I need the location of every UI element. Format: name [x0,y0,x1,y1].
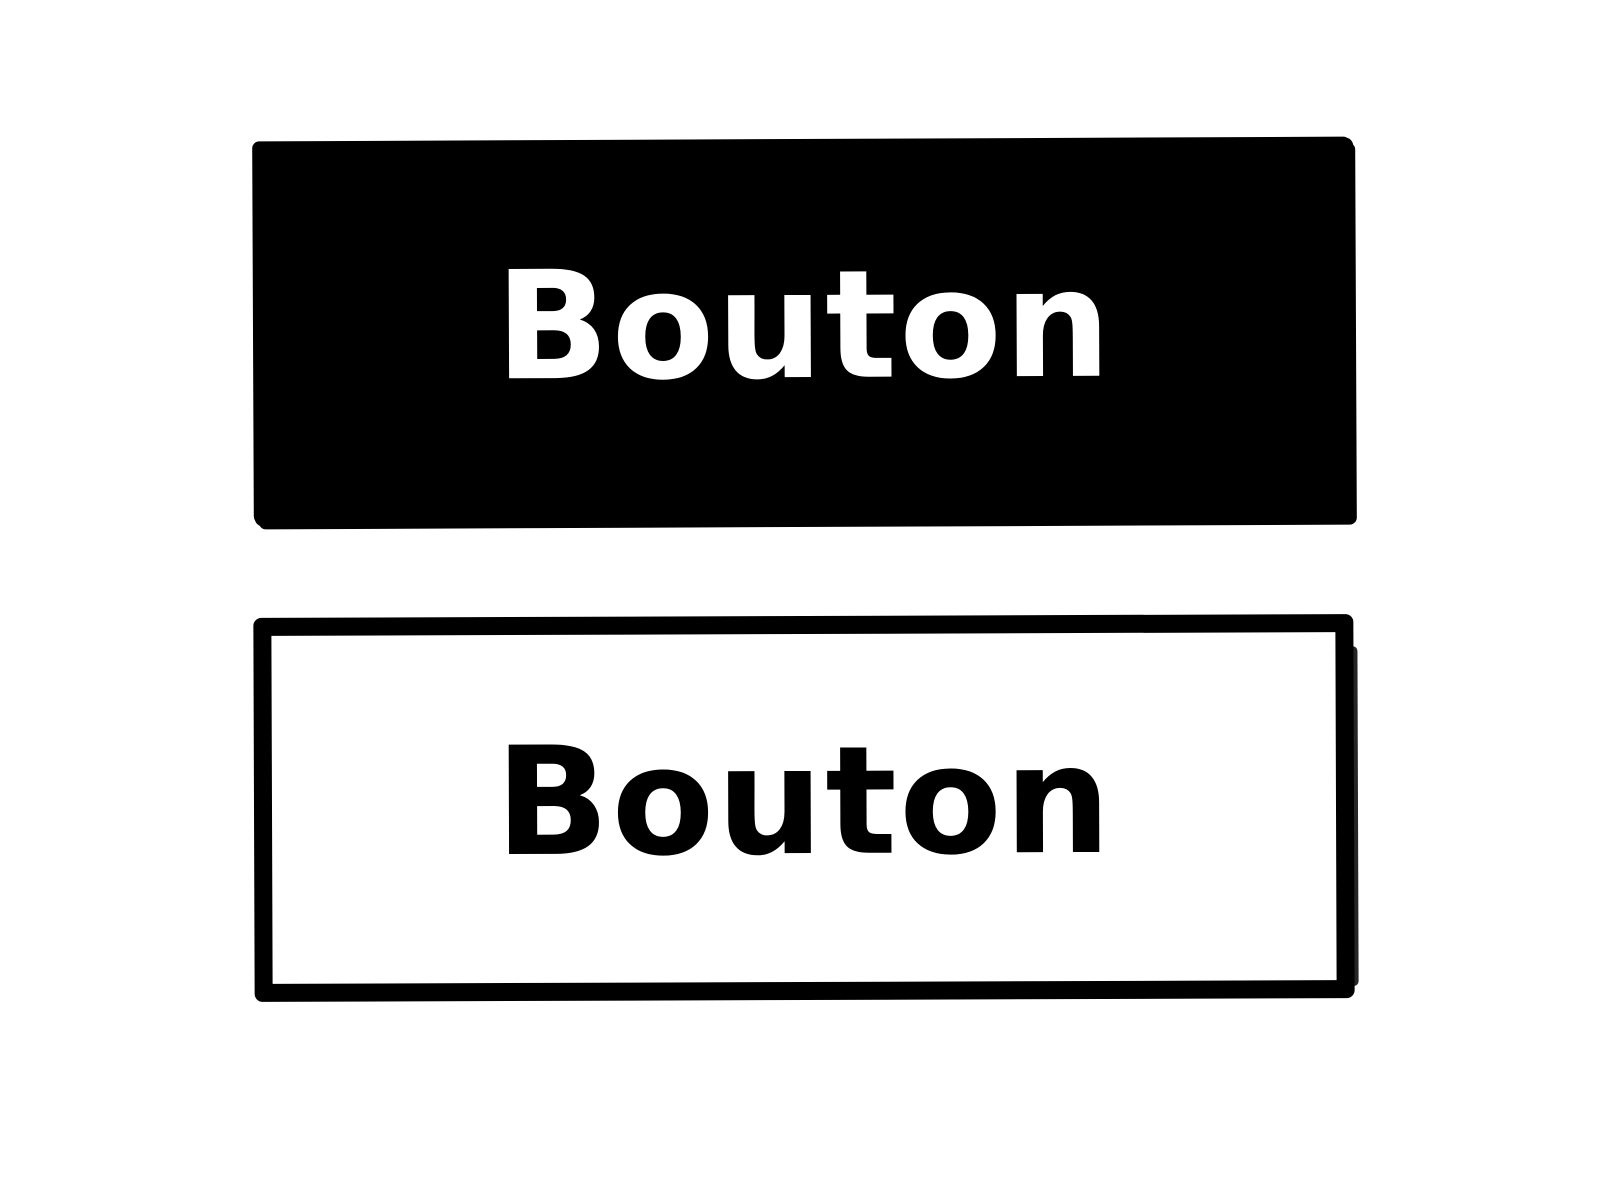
outline-button-label: Bouton [494,713,1114,891]
filled-button-label: Bouton [494,237,1114,415]
outline-button[interactable]: Bouton [253,614,1355,1002]
filled-button[interactable]: Bouton [253,137,1355,527]
